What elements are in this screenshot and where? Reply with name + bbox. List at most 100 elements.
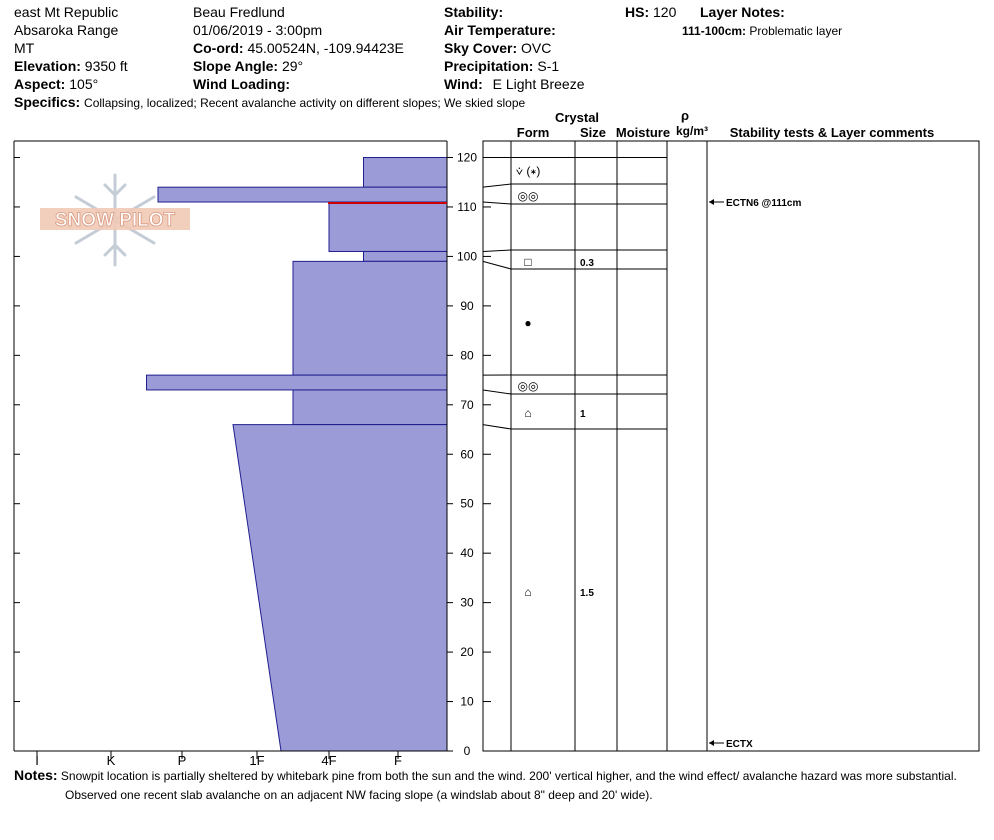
- specifics-field: Specifics: Collapsing, localized; Recent…: [14, 93, 525, 112]
- air-temp-label: Air Temperature:: [444, 22, 556, 38]
- wind-label: Wind:: [444, 76, 483, 92]
- hs-field: HS: 120: [625, 3, 676, 21]
- layer-note-text: Problematic layer: [749, 24, 843, 38]
- aspect-value: 105°: [69, 76, 99, 92]
- layer-note: 111-100cm: Problematic layer: [682, 24, 842, 38]
- precipitation-value: S-1: [537, 58, 560, 74]
- form-header: Form: [517, 125, 550, 140]
- crystal-form-cell: □: [524, 255, 531, 269]
- crystal-size-cell: 1: [580, 409, 586, 420]
- layer-notes-label: Layer Notes:: [700, 4, 785, 20]
- depth-tick-label: 90: [460, 299, 474, 313]
- sky-cover-field: Sky Cover: OVC: [444, 39, 551, 57]
- crystal-header: Crystal: [555, 110, 599, 125]
- depth-tick-label: 40: [460, 546, 474, 560]
- precipitation-label: Precipitation:: [444, 58, 534, 74]
- depth-tick-label: 50: [460, 497, 474, 511]
- crystal-form-cell: ◎◎: [518, 379, 539, 393]
- hardness-layer: [292, 389, 448, 426]
- hardness-tick-label: 1F: [249, 753, 264, 768]
- specifics-label: Specifics:: [14, 94, 81, 110]
- observation-datetime: 01/06/2019 - 3:00pm: [193, 22, 323, 38]
- hardness-layer: [292, 260, 448, 376]
- row-connector: [482, 201, 512, 205]
- hardness-axis: I K P 1F 4F F: [35, 751, 402, 768]
- depth-tick-label: 10: [460, 695, 474, 709]
- slope-field: Slope Angle: 29°: [193, 57, 303, 75]
- depth-tick-label: 60: [460, 447, 474, 461]
- depth-tick-label: 110: [457, 200, 476, 214]
- stability-test-markers: ECTN6 @111cm ECTX: [709, 198, 801, 750]
- crystal-size-cell: 1.5: [580, 588, 594, 599]
- sky-cover-value: OVC: [521, 40, 552, 56]
- depth-tick-label: 100: [457, 249, 477, 263]
- row-connector: [482, 424, 512, 430]
- location-name: east Mt Republic: [14, 4, 119, 20]
- specifics-value: Collapsing, localized; Recent avalanche …: [84, 96, 526, 110]
- air-temp-field: Air Temperature:: [444, 21, 556, 39]
- mountain-range: Absaroka Range: [14, 22, 119, 38]
- elevation-field: Elevation: 9350 ft: [14, 57, 128, 75]
- notes-section: Notes: Snowpit location is partially she…: [14, 765, 957, 786]
- hardness-tick-label: K: [107, 753, 116, 768]
- layer-table: ⩒ (∗) ◎◎ □ 0.3 ● ◎◎ ⌂ 1 ⌂ 1.5 ECTN6 @111cm ECTX: [482, 140, 980, 752]
- hardness-tick-label: F: [394, 753, 402, 768]
- crystal-form-cell: ⩒ (∗): [516, 164, 541, 178]
- hardness-layers: [146, 157, 448, 752]
- row-connector: [482, 389, 512, 395]
- size-header: Size: [580, 125, 606, 140]
- wind-loading-field: Wind Loading:: [193, 75, 290, 93]
- table-row-lines: [482, 157, 667, 430]
- notes-line-1: Snowpit location is partially sheltered …: [60, 769, 957, 783]
- coord-value: 45.00524N, -109.94423E: [247, 40, 404, 56]
- stability-field: Stability:: [444, 3, 503, 21]
- observer-name: Beau Fredlund: [193, 4, 285, 20]
- wind-value: E Light Breeze: [492, 76, 585, 92]
- aspect-label: Aspect:: [14, 76, 66, 92]
- hardness-layer: [328, 201, 448, 252]
- coord-field: Co-ord: 45.00524N, -109.94423E: [193, 39, 404, 57]
- depth-tick-label: 0: [464, 744, 471, 758]
- left-axis-ticks: [14, 157, 20, 752]
- comments-header: Stability tests & Layer comments: [730, 125, 934, 140]
- row-connector: [482, 260, 512, 270]
- wind-loading-label: Wind Loading:: [193, 76, 291, 92]
- depth-tick-label: 30: [460, 596, 474, 610]
- layer-note-range: 111-100cm:: [682, 24, 747, 38]
- depth-axis: 0 10 20 30 40 50 60 70 80 90 100 110 120: [447, 151, 491, 758]
- table-cells: ⩒ (∗) ◎◎ □ 0.3 ● ◎◎ ⌂ 1 ⌂ 1.5: [516, 164, 595, 599]
- notes-line-2: Observed one recent slab avalanche on an…: [65, 788, 653, 802]
- aspect-field: Aspect: 105°: [14, 75, 98, 93]
- hardness-layer: [157, 186, 448, 203]
- test-arrow-head-icon: [709, 740, 714, 746]
- crystal-size-cell: 0.3: [580, 258, 594, 269]
- snowpilot-logo: SNOW PILOT: [40, 173, 190, 267]
- hardness-layer: [363, 250, 448, 262]
- depth-tick-label: 20: [460, 645, 474, 659]
- slope-value: 29°: [281, 58, 304, 74]
- stability-test-label: ECTX: [726, 739, 753, 750]
- test-arrow-head-icon: [709, 199, 714, 206]
- snowpilot-logo-text: SNOW PILOT: [55, 210, 176, 231]
- wind-field: Wind: E Light Breeze: [444, 75, 584, 93]
- hardness-layer: [232, 424, 448, 752]
- crystal-form-cell: ●: [524, 316, 531, 330]
- density-symbol: ρ: [681, 108, 689, 123]
- depth-tick-label: 120: [457, 151, 477, 165]
- stability-label: Stability:: [444, 4, 504, 20]
- stability-test-label: ECTN6 @111cm: [726, 198, 801, 209]
- density-unit: kg/m³: [676, 124, 708, 138]
- crystal-form-cell: ⌂: [524, 406, 531, 420]
- coord-label: Co-ord:: [193, 40, 244, 56]
- row-connector: [482, 183, 512, 188]
- hs-value: 120: [653, 4, 677, 20]
- elevation-value: 9350 ft: [84, 58, 128, 74]
- crystal-form-cell: ⌂: [524, 585, 531, 599]
- elevation-label: Elevation:: [14, 58, 81, 74]
- hs-label: HS:: [625, 4, 650, 20]
- row-connector: [482, 249, 512, 252]
- hardness-tick-label: 4F: [321, 753, 336, 768]
- hardness-layer: [146, 374, 448, 391]
- sky-cover-label: Sky Cover:: [444, 40, 518, 56]
